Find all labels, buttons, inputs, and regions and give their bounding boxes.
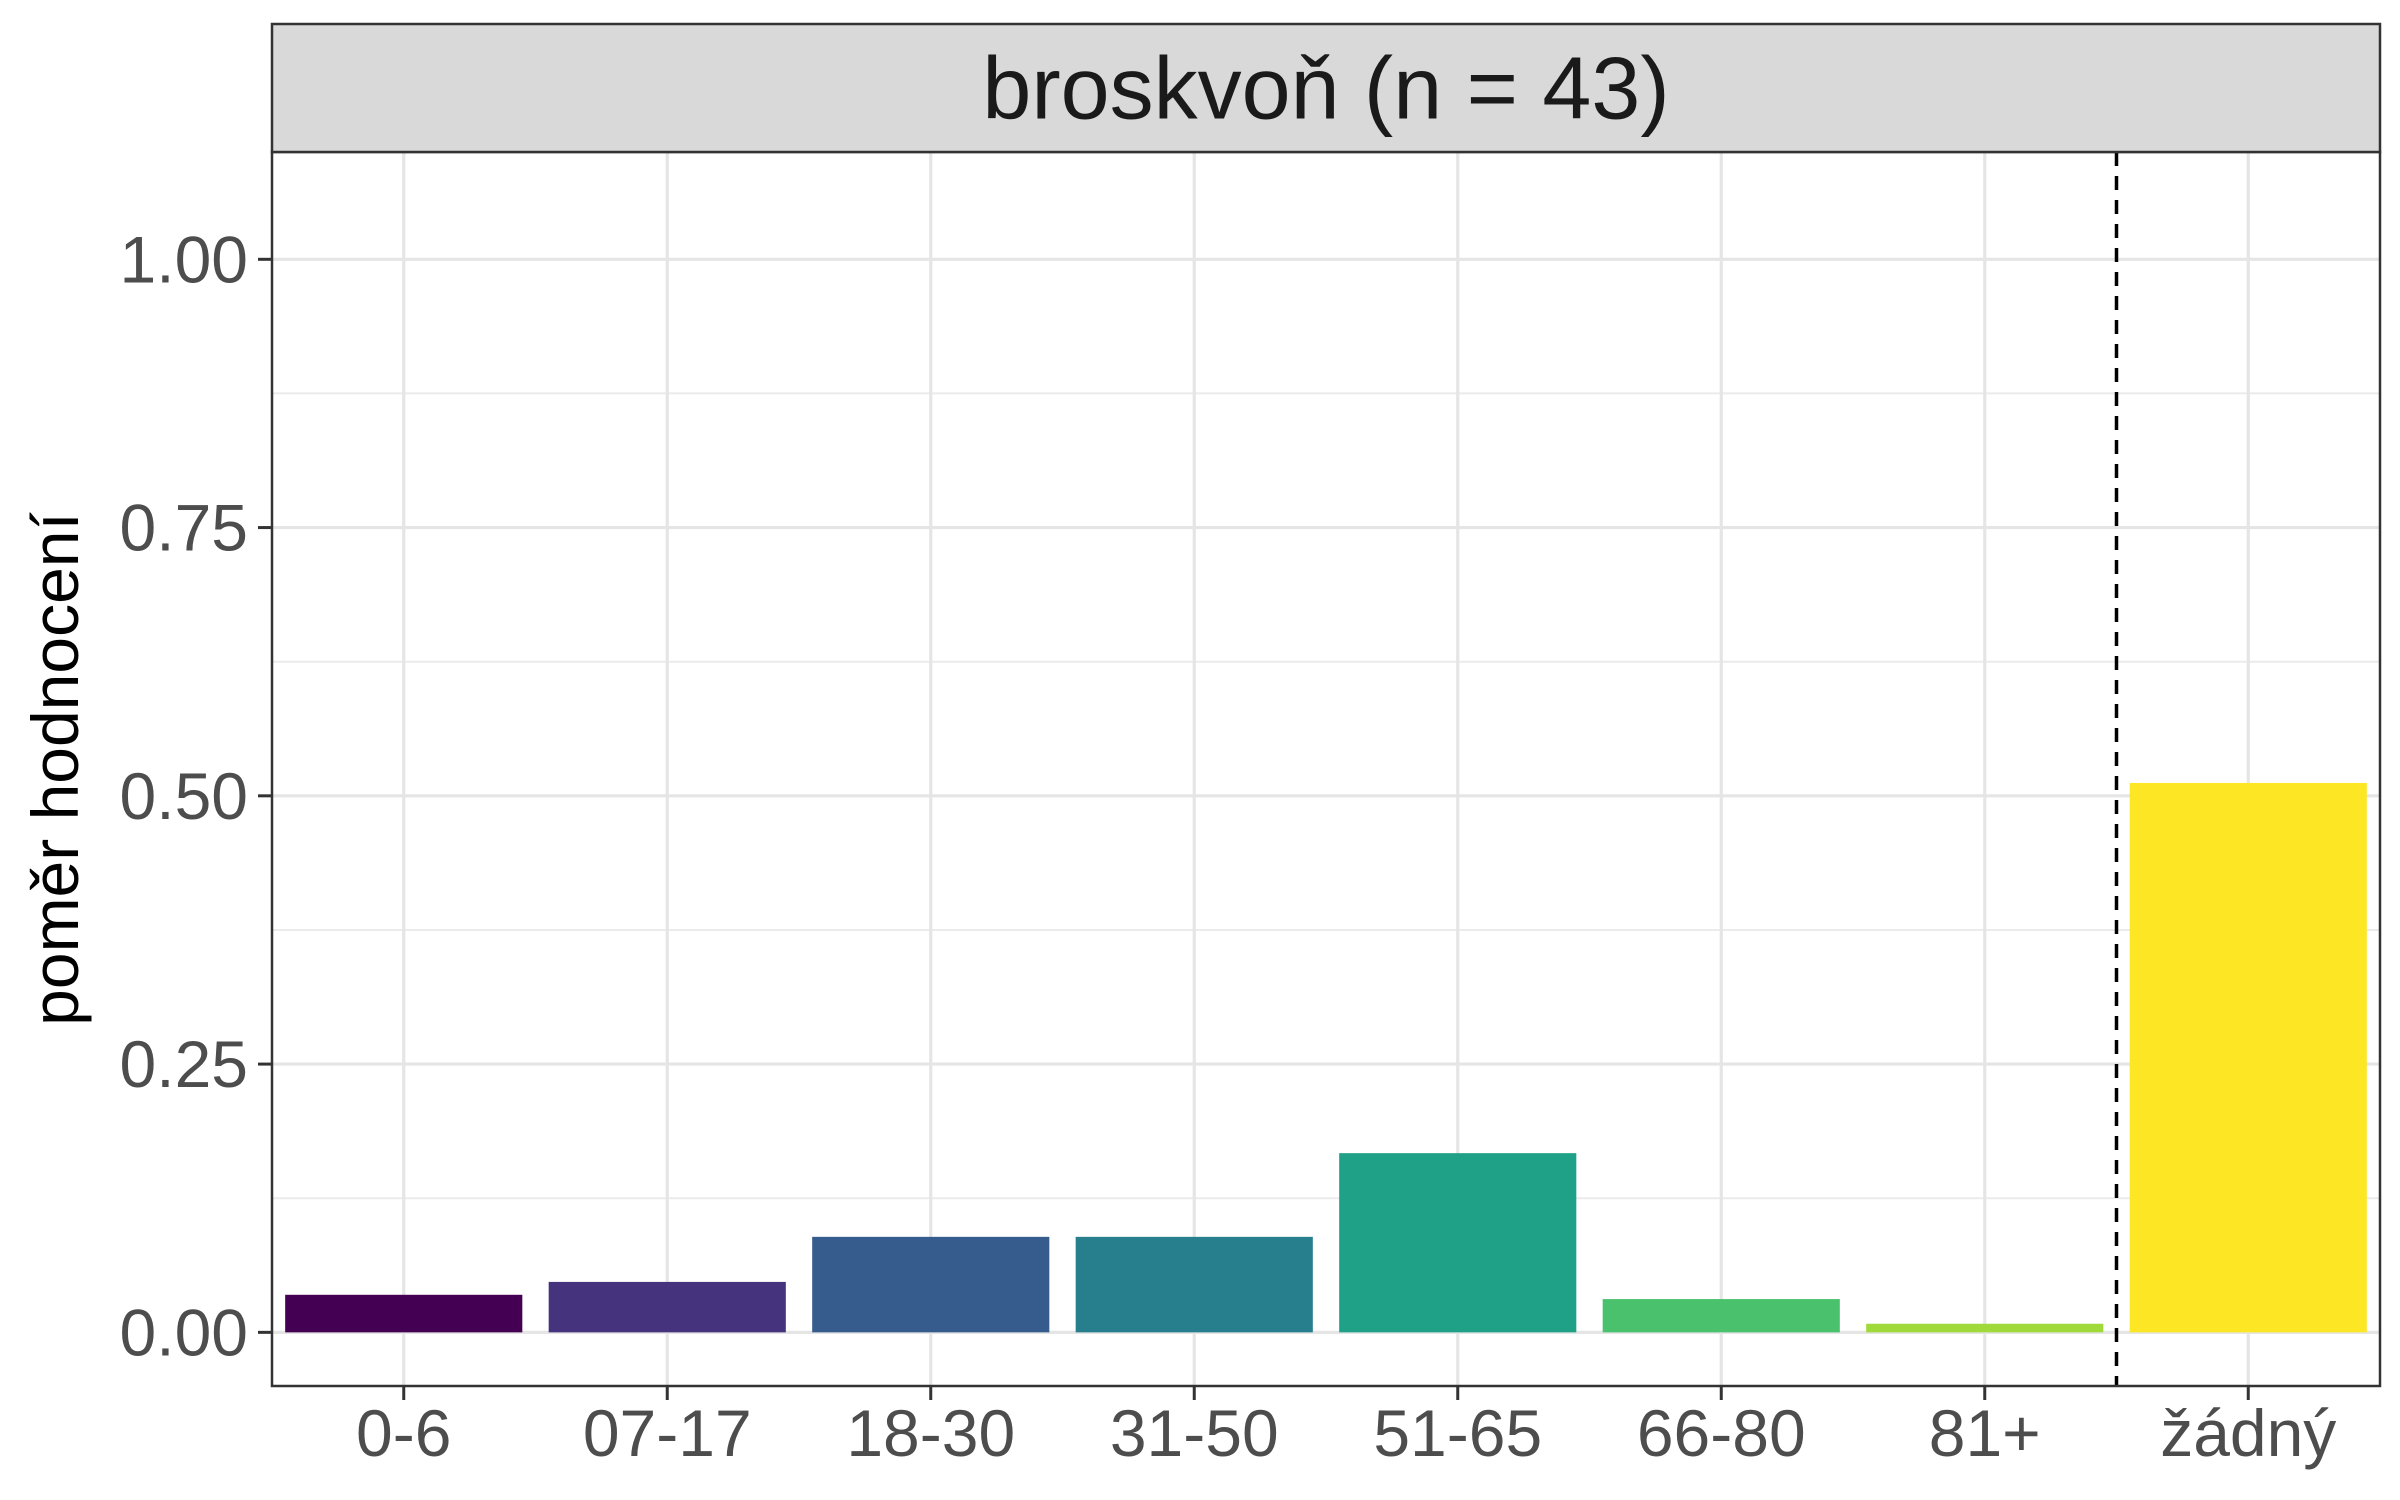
major-gridlines [272, 152, 2380, 1386]
x-tick-label: žádný [2160, 1396, 2336, 1470]
bar-31-50 [1075, 1236, 1313, 1333]
bar-0-6 [285, 1294, 523, 1333]
y-axis: 0.00 0.25 0.50 0.75 1.00 [120, 222, 272, 1369]
bar-18-30 [812, 1236, 1050, 1333]
x-tick-label: 07-17 [583, 1396, 752, 1470]
x-tick-label: 51-65 [1373, 1396, 1542, 1470]
bars [285, 782, 2367, 1333]
x-tick-label: 31-50 [1110, 1396, 1279, 1470]
bar-51-65 [1339, 1153, 1577, 1333]
panel-border [270, 150, 2382, 1388]
y-tick-label: 0.25 [120, 1027, 248, 1101]
bar-66-80 [1602, 1299, 1840, 1333]
y-tick-label: 0.75 [120, 491, 248, 565]
x-tick-label: 81+ [1929, 1396, 2041, 1470]
x-tick-label: 66-80 [1637, 1396, 1806, 1470]
x-tick-label: 0-6 [356, 1396, 451, 1470]
y-axis-title: poměr hodnocení [18, 511, 92, 1025]
minor-gridlines [272, 392, 2380, 1200]
bar-81+ [1866, 1323, 2104, 1333]
x-axis: 0-6 07-17 18-30 31-50 51-65 66-80 81+ žádný [356, 1386, 2336, 1470]
bar-07-17 [548, 1281, 786, 1333]
x-tick-label: 18-30 [846, 1396, 1015, 1470]
facet-strip [270, 22, 2382, 154]
y-tick-label: 0.50 [120, 759, 248, 833]
bar-žádný [2129, 782, 2367, 1333]
facet-title: broskvoň (n = 43) [982, 39, 1669, 138]
y-tick-label: 1.00 [120, 222, 248, 296]
y-tick-label: 0.00 [120, 1295, 248, 1369]
